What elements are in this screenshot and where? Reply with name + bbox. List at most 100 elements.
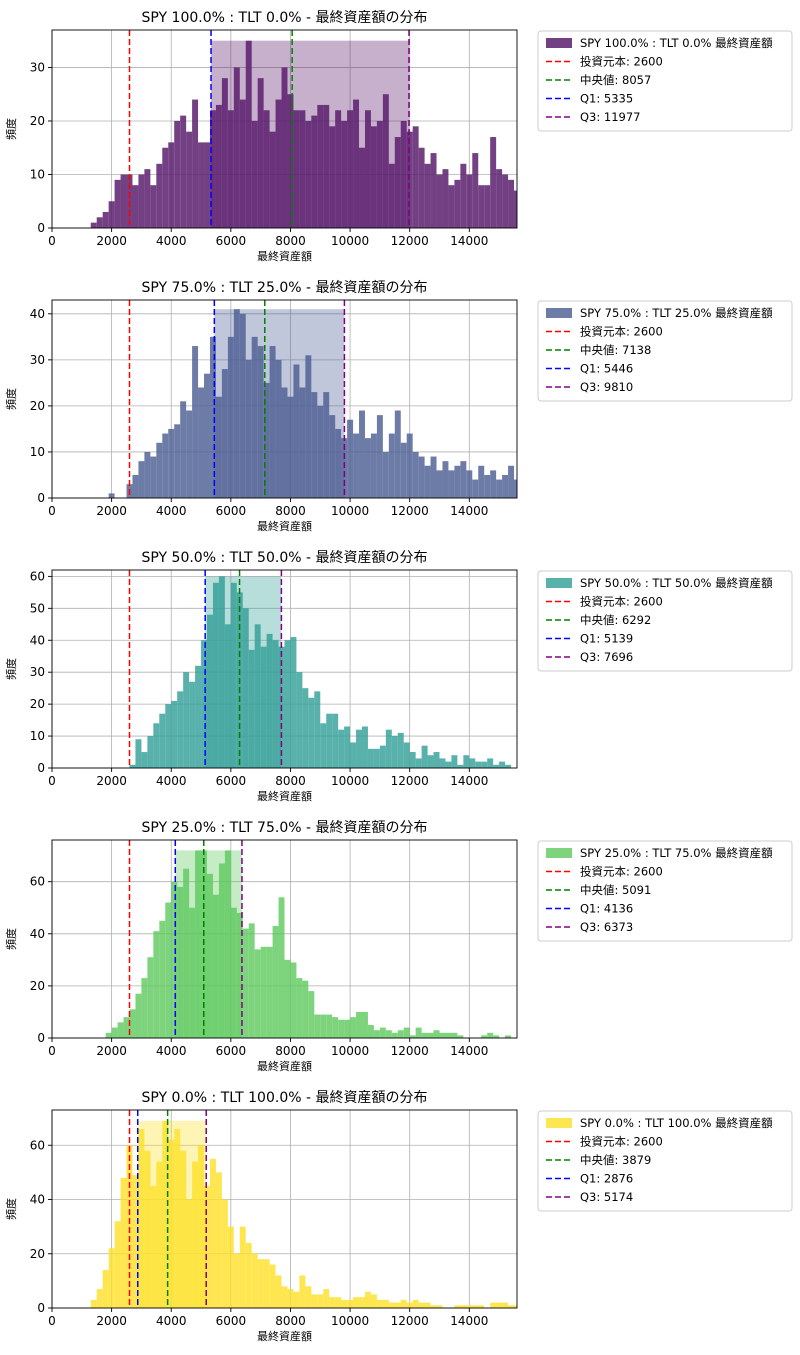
- histogram-bar: [153, 723, 160, 768]
- x-tick-label: 6000: [216, 504, 247, 518]
- histogram-bar: [311, 1294, 318, 1308]
- histogram-bar: [156, 1161, 163, 1308]
- histogram-bar: [105, 1032, 112, 1038]
- histogram-bar: [400, 120, 407, 228]
- histogram-bar: [195, 665, 202, 768]
- histogram-bar: [299, 110, 306, 228]
- histogram-bar: [204, 1185, 210, 1308]
- histogram-bar: [269, 1264, 276, 1308]
- histogram-bar: [305, 355, 312, 498]
- histogram-bar: [114, 1221, 121, 1308]
- histogram-bar: [496, 169, 503, 228]
- histogram-bar: [388, 1302, 395, 1308]
- legend-label: Q1: 2876: [580, 1172, 633, 1186]
- chart-title: SPY 25.0% : TLT 75.0% - 最終資産額の分布: [142, 820, 428, 836]
- x-axis-label: 最終資産額: [257, 789, 312, 803]
- histogram-bar: [472, 1305, 479, 1308]
- x-tick-label: 8000: [275, 1044, 306, 1058]
- y-tick-label: 0: [37, 1031, 45, 1045]
- x-tick-label: 14000: [450, 1314, 488, 1328]
- histogram-bar: [373, 1030, 380, 1038]
- histogram-bar: [364, 438, 371, 498]
- histogram-bar: [281, 67, 288, 228]
- histogram-bar: [359, 410, 365, 498]
- histogram-bar: [454, 179, 461, 228]
- histogram-bar: [493, 764, 500, 768]
- histogram-bar: [317, 405, 324, 498]
- legend-label: 投資元本: 2600: [580, 55, 663, 69]
- legend-label: SPY 0.0% : TLT 100.0% 最終資産額: [580, 1116, 773, 1130]
- histogram-bar: [183, 672, 190, 768]
- histogram-bar: [186, 131, 193, 228]
- histogram-bar: [299, 1275, 306, 1308]
- legend-frame: [537, 840, 793, 942]
- histogram-bar: [514, 1305, 517, 1308]
- histogram-bar: [144, 169, 151, 228]
- histogram-bar: [227, 1226, 234, 1308]
- histogram-bar: [335, 428, 342, 498]
- y-axis-label: 頻度: [4, 1198, 18, 1220]
- histogram-bar: [224, 850, 231, 1038]
- histogram-bar: [439, 1032, 446, 1038]
- histogram-bar: [451, 1032, 458, 1038]
- histogram-bar: [421, 1032, 428, 1038]
- histogram-bar: [364, 110, 371, 228]
- histogram-bar: [132, 1175, 139, 1308]
- histogram-bar: [296, 672, 303, 768]
- x-tick-label: 6000: [216, 234, 247, 248]
- histogram-bar: [430, 456, 437, 498]
- histogram-bar: [466, 1305, 473, 1308]
- histogram-bar: [415, 758, 422, 768]
- histogram-bar: [239, 99, 246, 228]
- histogram-bar: [370, 126, 377, 228]
- histogram-bar: [484, 474, 491, 498]
- histogram-bar: [353, 1297, 360, 1308]
- histogram-bar: [505, 1035, 512, 1038]
- legend-label: Q3: 11977: [580, 110, 640, 124]
- histogram-bar: [120, 174, 127, 228]
- histogram-bar: [207, 873, 213, 1038]
- histogram-bar: [427, 1032, 434, 1038]
- histogram-bar: [454, 1305, 461, 1308]
- histogram-bar: [385, 1030, 392, 1038]
- histogram-bar: [135, 993, 142, 1038]
- histogram-bar: [394, 410, 401, 498]
- histogram-bar: [212, 582, 219, 768]
- histogram-bar: [117, 1022, 124, 1038]
- iqr-band: [211, 40, 410, 229]
- histogram-bar: [293, 364, 300, 498]
- histogram-bar: [266, 633, 273, 768]
- iqr-band: [214, 309, 345, 498]
- histogram-bar: [123, 1017, 130, 1038]
- histogram-bar: [305, 1286, 312, 1308]
- histogram-bar: [514, 190, 517, 228]
- histogram-bar: [460, 163, 467, 228]
- y-tick-label: 20: [30, 1247, 45, 1261]
- histogram-bar: [478, 465, 485, 498]
- histogram-bar: [215, 396, 222, 498]
- x-tick-label: 0: [48, 1314, 56, 1328]
- histogram-bar: [278, 897, 285, 1038]
- chart-title: SPY 75.0% : TLT 25.0% - 最終資産額の分布: [142, 280, 428, 296]
- histogram-bar: [484, 185, 491, 228]
- histogram-bar: [263, 382, 270, 498]
- histogram-bar: [347, 1299, 354, 1308]
- histogram-bar: [478, 185, 485, 228]
- histogram-bar: [472, 153, 479, 228]
- histogram-bar: [242, 608, 249, 768]
- histogram-bar: [493, 1035, 500, 1038]
- histogram-bar: [347, 110, 354, 228]
- histogram-bar: [189, 907, 196, 1038]
- histogram-bar: [186, 410, 193, 498]
- histogram-bar: [367, 748, 374, 768]
- x-tick-label: 4000: [156, 1044, 187, 1058]
- histogram-bar: [251, 120, 258, 228]
- legend-label: 中央値: 7138: [580, 343, 651, 357]
- histogram-bar: [90, 222, 97, 228]
- histogram-bar: [227, 110, 234, 228]
- histogram-bar: [448, 185, 455, 228]
- histogram-bar: [192, 99, 199, 228]
- histogram-bar: [350, 742, 357, 768]
